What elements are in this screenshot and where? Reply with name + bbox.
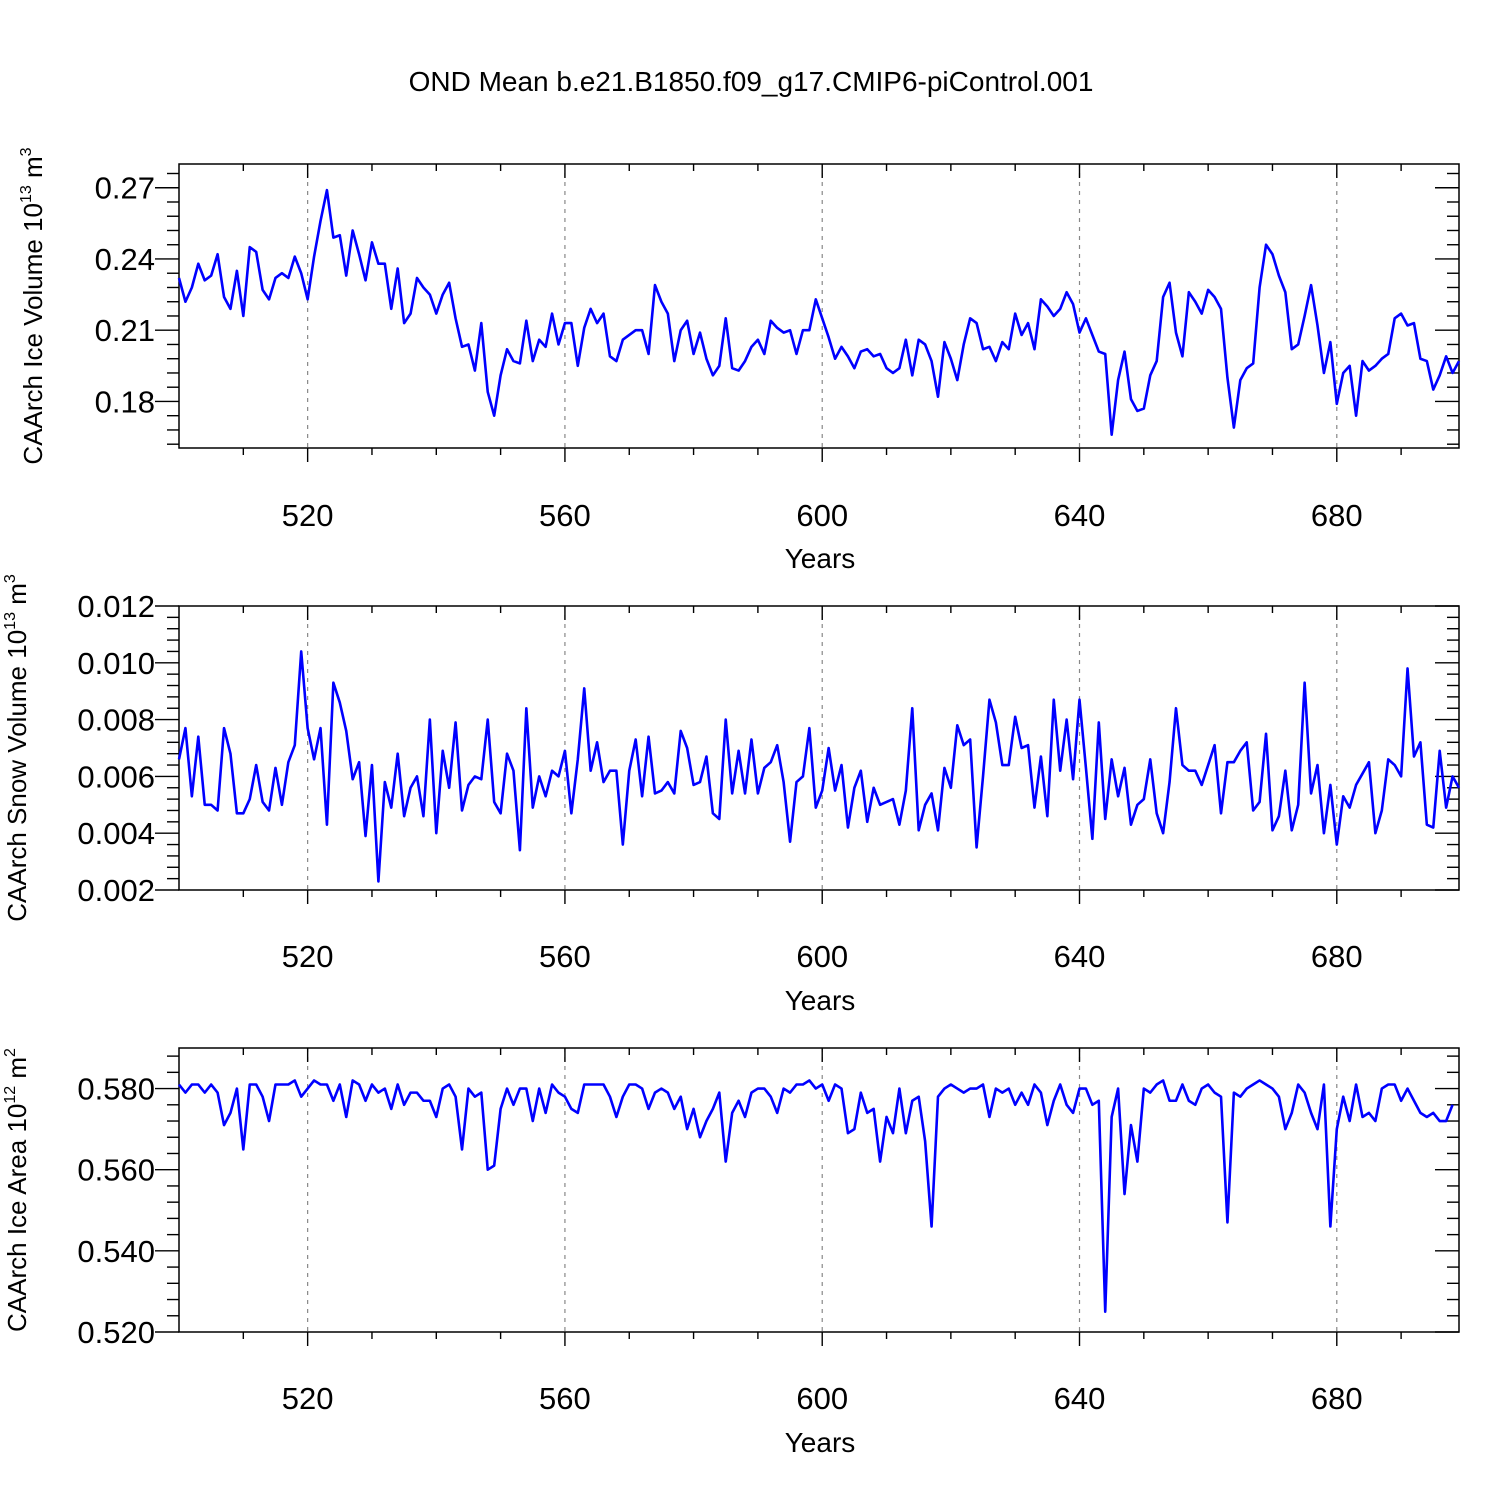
y-tick-label: 0.21	[95, 313, 155, 348]
x-tick-label: 520	[282, 939, 334, 974]
panel-ice-volume: 520 560 600 640 680 0.18 0.21 0.24 0.27 Years CAAr…	[18, 147, 1461, 574]
y-tick-label: 0.540	[77, 1234, 155, 1269]
plot-frame	[178, 163, 1460, 449]
y-tick-label: 0.002	[77, 873, 155, 908]
y-tick-label: 0.520	[77, 1315, 155, 1350]
panel-ice-area: 520 560 600 640 680 0.520 0.540 0.560 0.580 Years…	[2, 1047, 1460, 1458]
y-axis-label-unit-exponent: 3	[2, 574, 19, 583]
x-axis-label: Years	[785, 543, 856, 574]
panel-snow-volume: 520 560 600 640 680 0.002 0.004 0.006 0.008 0.010…	[2, 574, 1461, 1016]
y-axis-label-unit-exponent: 2	[2, 1048, 19, 1057]
y-tick-label: 0.24	[95, 242, 155, 277]
y-tick-label: 0.18	[95, 384, 155, 419]
y-axis-label-exponent: 13	[18, 185, 35, 203]
y-axis-label: CAArch Snow Volume 1013 m3	[2, 574, 32, 922]
y-tick-label: 0.006	[77, 759, 155, 794]
x-tick-label: 560	[539, 498, 591, 533]
x-tick-label: 680	[1311, 498, 1363, 533]
y-axis-label-text: CAArch Snow Volume 10	[2, 630, 32, 922]
y-axis-label-exponent: 12	[2, 1086, 19, 1104]
y-axis-label-unit-exponent: 3	[18, 147, 35, 156]
y-axis-label-unit: m	[18, 156, 48, 185]
x-tick-label: 680	[1311, 939, 1363, 974]
plot-frame	[178, 605, 1460, 891]
y-axis-label: CAArch Ice Volume 1013 m3	[18, 147, 48, 464]
x-tick-label: 640	[1054, 498, 1106, 533]
series-line-snow-volume	[177, 650, 1461, 883]
y-tick-label: 0.580	[77, 1072, 155, 1107]
x-axis-label: Years	[785, 985, 856, 1016]
x-tick-label: 600	[796, 939, 848, 974]
y-axis-label-unit: m	[2, 583, 32, 612]
y-tick-label: 0.012	[77, 589, 155, 624]
y-axis-label-exponent: 13	[2, 612, 19, 630]
y-axis-label: CAArch Ice Area 1012 m2	[2, 1048, 32, 1332]
plot-frame	[178, 1047, 1460, 1333]
x-tick-label: 600	[796, 498, 848, 533]
series-line-ice-area	[177, 1079, 1454, 1314]
y-tick-label: 0.004	[77, 816, 155, 851]
x-tick-label: 560	[539, 1381, 591, 1416]
y-axis-label-text: CAArch Ice Volume 10	[18, 203, 48, 465]
y-axis-label-unit: m	[2, 1057, 32, 1086]
panels: 520 560 600 640 680 0.18 0.21 0.24 0.27 Years CAAr…	[2, 147, 1461, 1458]
y-tick-label: 0.010	[77, 646, 155, 681]
y-axis-label-text: CAArch Ice Area 10	[2, 1104, 32, 1332]
y-tick-label: 0.560	[77, 1153, 155, 1188]
x-tick-label: 640	[1054, 1381, 1106, 1416]
x-axis-label: Years	[785, 1427, 856, 1458]
x-tick-label: 600	[796, 1381, 848, 1416]
x-tick-label: 520	[282, 498, 334, 533]
x-tick-label: 520	[282, 1381, 334, 1416]
series-line-ice-volume	[177, 188, 1461, 437]
chart-title: OND Mean b.e21.B1850.f09_g17.CMIP6-piCon…	[409, 66, 1094, 97]
x-tick-label: 560	[539, 939, 591, 974]
y-tick-label: 0.27	[95, 171, 155, 206]
x-tick-label: 680	[1311, 1381, 1363, 1416]
y-tick-label: 0.008	[77, 703, 155, 738]
x-tick-label: 640	[1054, 939, 1106, 974]
